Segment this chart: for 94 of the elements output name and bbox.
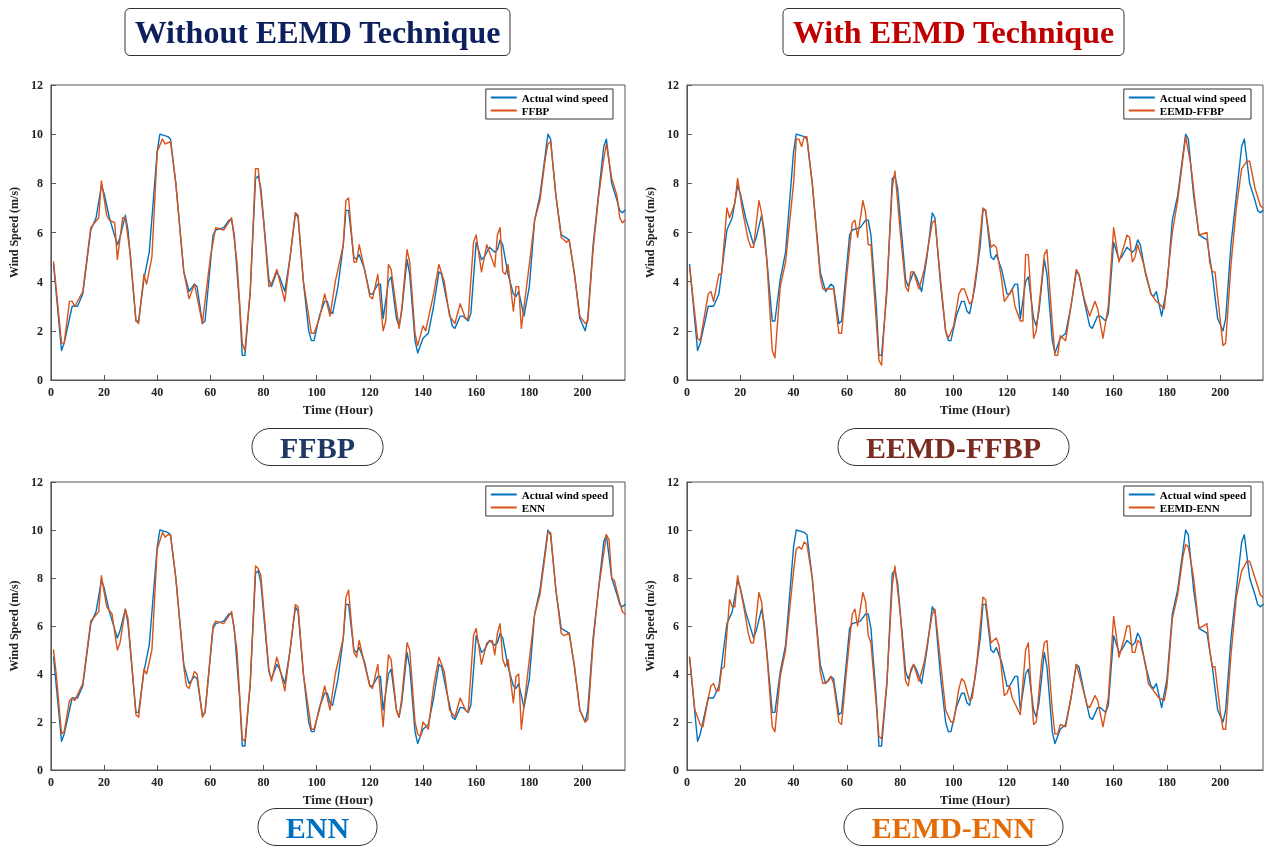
x-tick-label: 120 xyxy=(997,775,1016,789)
x-tick-label: 140 xyxy=(1051,775,1070,789)
legend-label: Actual wind speed xyxy=(521,488,609,501)
x-tick-label: 200 xyxy=(1211,775,1230,789)
chart-title: Without EEMD Technique xyxy=(134,14,501,50)
x-tick-label: 100 xyxy=(944,775,963,789)
y-tick-label: 2 xyxy=(672,715,679,729)
x-tick-label: 100 xyxy=(944,385,963,399)
y-tick-label: 0 xyxy=(672,373,679,387)
y-tick-label: 4 xyxy=(672,667,679,681)
x-tick-label: 180 xyxy=(1157,775,1176,789)
y-tick-label: 4 xyxy=(672,274,679,289)
y-axis-title: Wind Speed (m/s) xyxy=(643,186,657,279)
y-tick-label: 6 xyxy=(36,619,43,633)
legend-label: EEMD-FFBP xyxy=(1159,104,1225,117)
y-tick-label: 0 xyxy=(672,763,679,777)
x-tick-label: 40 xyxy=(787,385,800,399)
y-tick-label: 12 xyxy=(666,78,679,92)
x-tick-label: 120 xyxy=(997,385,1016,399)
x-tick-label: 60 xyxy=(204,385,217,399)
x-tick-label: 0 xyxy=(47,385,54,399)
x-tick-label: 20 xyxy=(734,775,747,789)
y-tick-label: 10 xyxy=(666,523,679,537)
x-tick-label: 120 xyxy=(360,385,379,399)
y-tick-label: 4 xyxy=(36,274,43,289)
text: ENN xyxy=(285,810,350,844)
x-tick-label: 160 xyxy=(1104,385,1123,399)
x-tick-label: 40 xyxy=(151,775,164,789)
y-axis-title: Wind Speed (m/s) xyxy=(7,580,21,672)
y-tick-label: 6 xyxy=(672,225,679,240)
legend-label: ENN xyxy=(521,501,546,514)
y-tick-label: 8 xyxy=(36,571,43,585)
chart-title: With EEMD Technique xyxy=(792,14,1115,50)
x-axis-title: Time (Hour) xyxy=(939,791,1011,807)
x-tick-label: 160 xyxy=(1104,775,1123,789)
x-tick-label: 80 xyxy=(257,385,270,399)
x-tick-label: 80 xyxy=(894,775,907,789)
x-tick-label: 40 xyxy=(151,385,164,399)
y-tick-label: 2 xyxy=(672,323,679,338)
y-tick-label: 2 xyxy=(36,715,43,729)
legend-label: FFBP xyxy=(521,104,550,117)
x-tick-label: 140 xyxy=(414,775,432,789)
x-tick-label: 180 xyxy=(1157,385,1176,399)
x-tick-label: 160 xyxy=(467,775,486,789)
y-tick-label: 10 xyxy=(30,523,43,537)
y-tick-label: 8 xyxy=(672,571,679,585)
y-axis-title: Wind Speed (m/s) xyxy=(7,186,21,279)
x-tick-label: 160 xyxy=(467,385,486,399)
y-axis-title: Wind Speed (m/s) xyxy=(643,580,657,672)
text: FFBP xyxy=(280,430,355,464)
x-tick-label: 60 xyxy=(204,775,217,789)
x-tick-label: 180 xyxy=(520,385,539,399)
x-tick-label: 20 xyxy=(734,385,747,399)
x-tick-label: 200 xyxy=(573,385,592,399)
x-tick-label: 140 xyxy=(1051,385,1070,399)
x-tick-label: 200 xyxy=(1211,385,1230,399)
x-tick-label: 0 xyxy=(47,775,54,789)
x-tick-label: 60 xyxy=(840,775,853,789)
y-tick-label: 4 xyxy=(36,667,43,681)
y-tick-label: 12 xyxy=(666,475,679,489)
legend-label: Actual wind speed xyxy=(521,91,609,104)
x-axis-title: Time (Hour) xyxy=(939,401,1011,417)
x-tick-label: 80 xyxy=(257,775,270,789)
y-tick-label: 10 xyxy=(30,127,43,142)
y-tick-label: 6 xyxy=(36,225,43,240)
y-tick-label: 0 xyxy=(36,763,43,777)
x-tick-label: 100 xyxy=(307,775,326,789)
legend-label: Actual wind speed xyxy=(1159,91,1247,104)
x-tick-label: 100 xyxy=(307,385,326,399)
x-tick-label: 20 xyxy=(98,775,111,789)
x-axis-title: Time (Hour) xyxy=(302,401,374,417)
y-tick-label: 8 xyxy=(36,176,43,191)
legend-label: EEMD-ENN xyxy=(1159,501,1220,514)
y-tick-label: 10 xyxy=(666,127,679,142)
x-tick-label: 180 xyxy=(520,775,539,789)
text: EEMD-ENN xyxy=(871,810,1036,844)
x-tick-label: 60 xyxy=(840,385,853,399)
y-tick-label: 6 xyxy=(672,619,679,633)
y-tick-label: 2 xyxy=(36,323,43,338)
x-axis-title: Time (Hour) xyxy=(302,791,374,807)
y-tick-label: 12 xyxy=(30,475,43,489)
x-tick-label: 140 xyxy=(414,385,432,399)
x-tick-label: 80 xyxy=(894,385,907,399)
x-tick-label: 120 xyxy=(360,775,379,789)
y-tick-label: 8 xyxy=(672,176,679,191)
x-tick-label: 40 xyxy=(787,775,800,789)
y-tick-label: 12 xyxy=(30,78,43,92)
x-tick-label: 0 xyxy=(683,385,690,399)
x-tick-label: 200 xyxy=(573,775,592,789)
x-tick-label: 0 xyxy=(683,775,690,789)
legend-label: Actual wind speed xyxy=(1159,488,1247,501)
text: EEMD-FFBP xyxy=(866,430,1041,464)
x-tick-label: 20 xyxy=(98,385,111,399)
y-tick-label: 0 xyxy=(36,373,43,387)
